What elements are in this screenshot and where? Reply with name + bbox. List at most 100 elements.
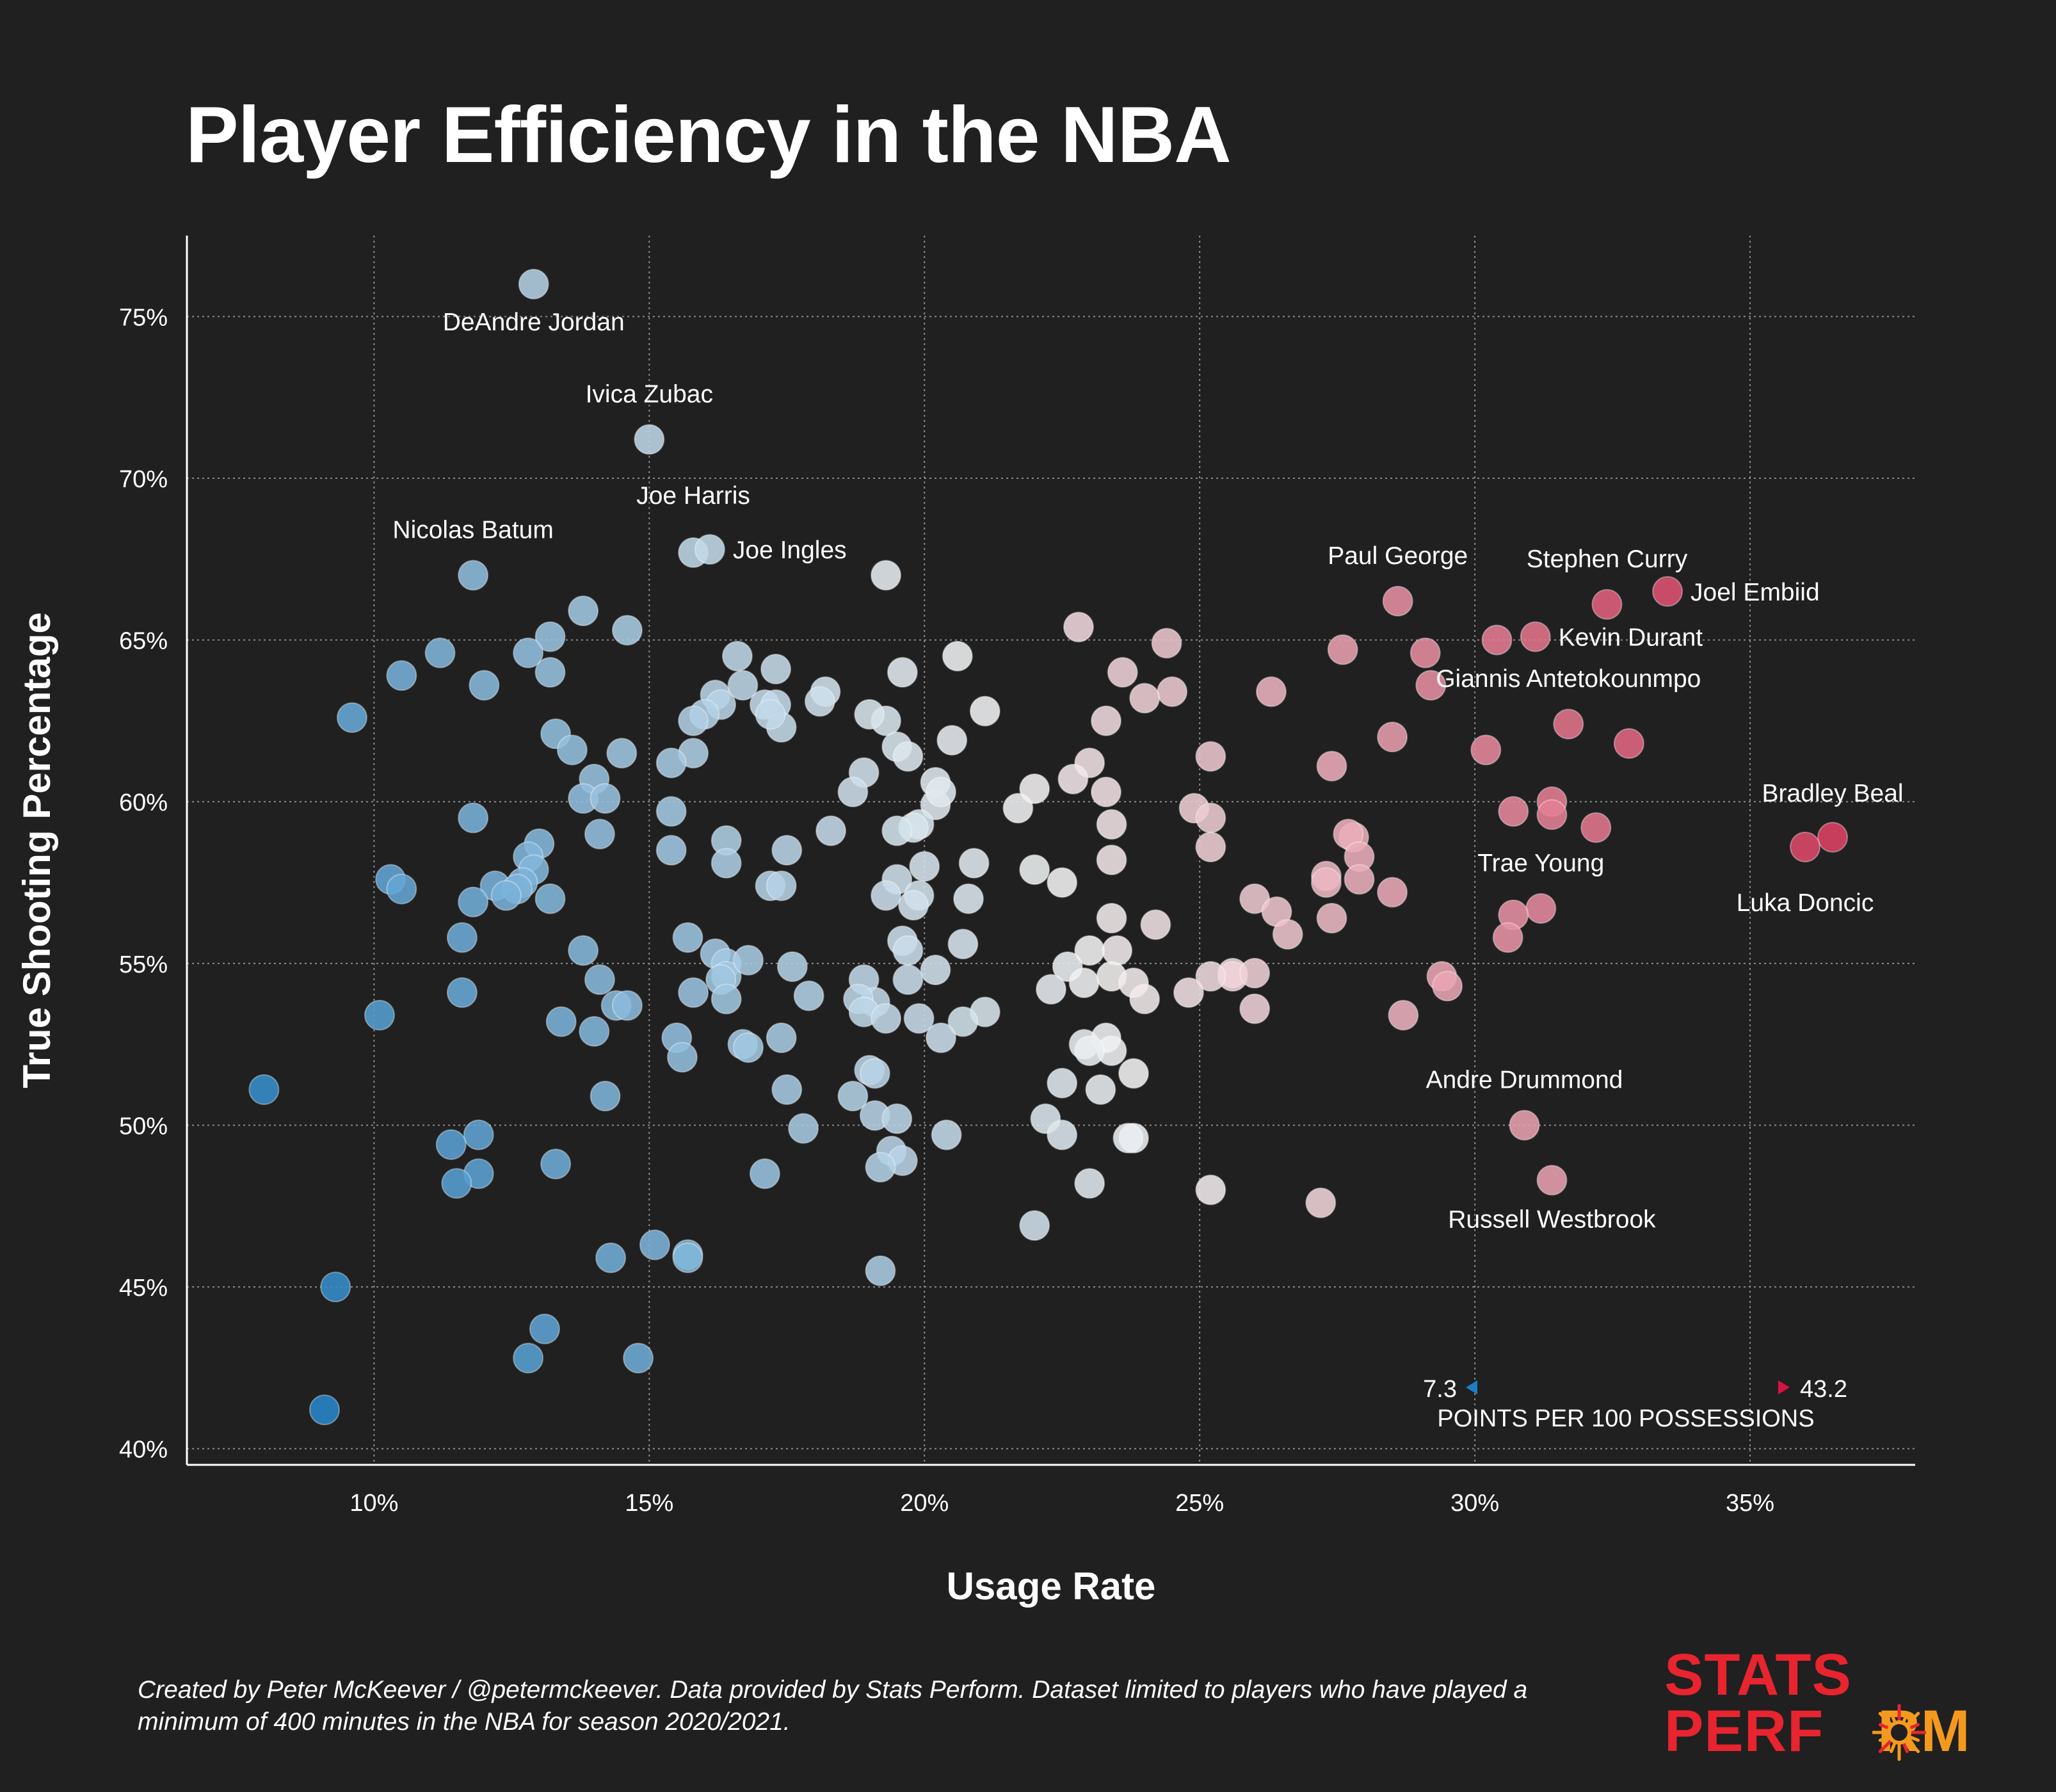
scale-right-arrow-icon [1778, 1380, 1790, 1394]
data-point [556, 734, 588, 766]
data-point [1129, 682, 1161, 714]
data-point [871, 560, 902, 591]
data-point [1591, 589, 1623, 620]
data-point [1068, 967, 1100, 999]
data-point [678, 705, 709, 736]
player-label: Joel Embiid [1691, 579, 1820, 606]
data-point [969, 695, 1000, 727]
data-point [320, 1271, 351, 1303]
player-label: Nicolas Batum [392, 517, 553, 544]
x-tick-labels: 10% 15% 20% 25% 30% 35% [349, 1490, 1774, 1517]
data-point [1536, 1165, 1568, 1196]
player-label: Andre Drummond [1426, 1066, 1623, 1094]
data-point [1305, 1187, 1337, 1218]
data-point [953, 883, 984, 914]
data-point [518, 268, 549, 300]
data-point [958, 848, 990, 879]
data-point [386, 660, 417, 691]
data-point [1074, 1035, 1105, 1067]
data-point [1085, 1074, 1116, 1105]
data-point [1019, 854, 1050, 885]
data-point [513, 637, 544, 668]
player-label: DeAndre Jordan [443, 309, 625, 336]
data-point [1382, 585, 1413, 617]
data-point [458, 560, 489, 591]
player-labels: DeAndre Jordan Ivica Zubac Joe Harris Joe I… [392, 309, 1903, 1234]
scale-title: POINTS PER 100 POSSESSIONS [1437, 1405, 1814, 1432]
x-axis-title: Usage Rate [947, 1565, 1156, 1608]
data-point [727, 670, 759, 701]
data-point [1151, 627, 1182, 659]
data-point [711, 983, 742, 1015]
data-point [1074, 935, 1105, 966]
y-tick-label: 60% [119, 789, 168, 816]
player-label: Paul George [1328, 542, 1468, 570]
data-point [892, 964, 924, 996]
data-point [666, 1042, 698, 1073]
data-point [1047, 867, 1078, 898]
x-tick-label: 25% [1175, 1490, 1224, 1517]
data-point [1553, 708, 1584, 739]
player-label: Ivica Zubac [586, 380, 713, 408]
data-point [1498, 796, 1529, 827]
data-point [865, 1255, 896, 1286]
data-point [595, 1242, 627, 1273]
data-point [749, 1158, 780, 1190]
data-point [435, 1129, 467, 1160]
data-point [309, 1394, 340, 1426]
data-point [611, 615, 643, 646]
data-point [788, 1113, 819, 1144]
data-point [490, 880, 522, 911]
sunburst-icon [1872, 1704, 1926, 1761]
data-point [634, 424, 665, 455]
data-point [1652, 576, 1683, 607]
data-point [1019, 1210, 1050, 1241]
y-tick-label: 55% [119, 951, 168, 978]
data-point [733, 944, 764, 976]
data-point [881, 815, 913, 846]
data-point [1195, 741, 1226, 772]
data-point [579, 1015, 610, 1047]
caption: Created by Peter McKeever / @petermckeev… [138, 1676, 1528, 1736]
y-tick-labels: 40% 45% 50% 55% 60% 65% 70% 75% [119, 304, 168, 1463]
data-point [1520, 621, 1551, 652]
data-point [887, 657, 918, 688]
data-point [1112, 1122, 1144, 1154]
data-point [711, 848, 742, 879]
data-point [755, 698, 786, 730]
data-point [1239, 883, 1271, 914]
data-point [1057, 763, 1089, 795]
data-point [534, 883, 566, 914]
data-point [1118, 1058, 1149, 1089]
data-point [865, 1152, 896, 1183]
logo-word-stats: STATS [1664, 1642, 1852, 1707]
chart-title: Player Efficiency in the NBA [186, 91, 1232, 179]
data-point [540, 1149, 572, 1180]
data-point [776, 951, 808, 982]
data-point [1195, 802, 1226, 834]
data-point [854, 698, 885, 730]
data-point [1580, 812, 1612, 843]
data-point [458, 802, 489, 834]
data-point [1613, 728, 1644, 759]
data-point [859, 1058, 890, 1089]
data-point [1047, 1067, 1078, 1099]
data-points [248, 268, 1849, 1426]
data-point [1432, 971, 1463, 1002]
data-point [1388, 999, 1419, 1031]
data-point [584, 818, 615, 850]
data-point [623, 1343, 654, 1374]
data-point [793, 980, 824, 1012]
player-label: Giannis Antetokounmpo [1436, 665, 1701, 693]
data-point [248, 1074, 280, 1105]
data-point [655, 835, 687, 866]
data-point [903, 1003, 935, 1034]
y-tick-label: 70% [119, 466, 168, 493]
x-tick-label: 10% [349, 1490, 398, 1517]
data-point [534, 657, 566, 688]
data-point [584, 964, 615, 996]
data-point [804, 686, 835, 717]
data-point [837, 777, 869, 808]
y-tick-label: 40% [119, 1437, 168, 1464]
player-label: Trae Young [1477, 850, 1604, 877]
